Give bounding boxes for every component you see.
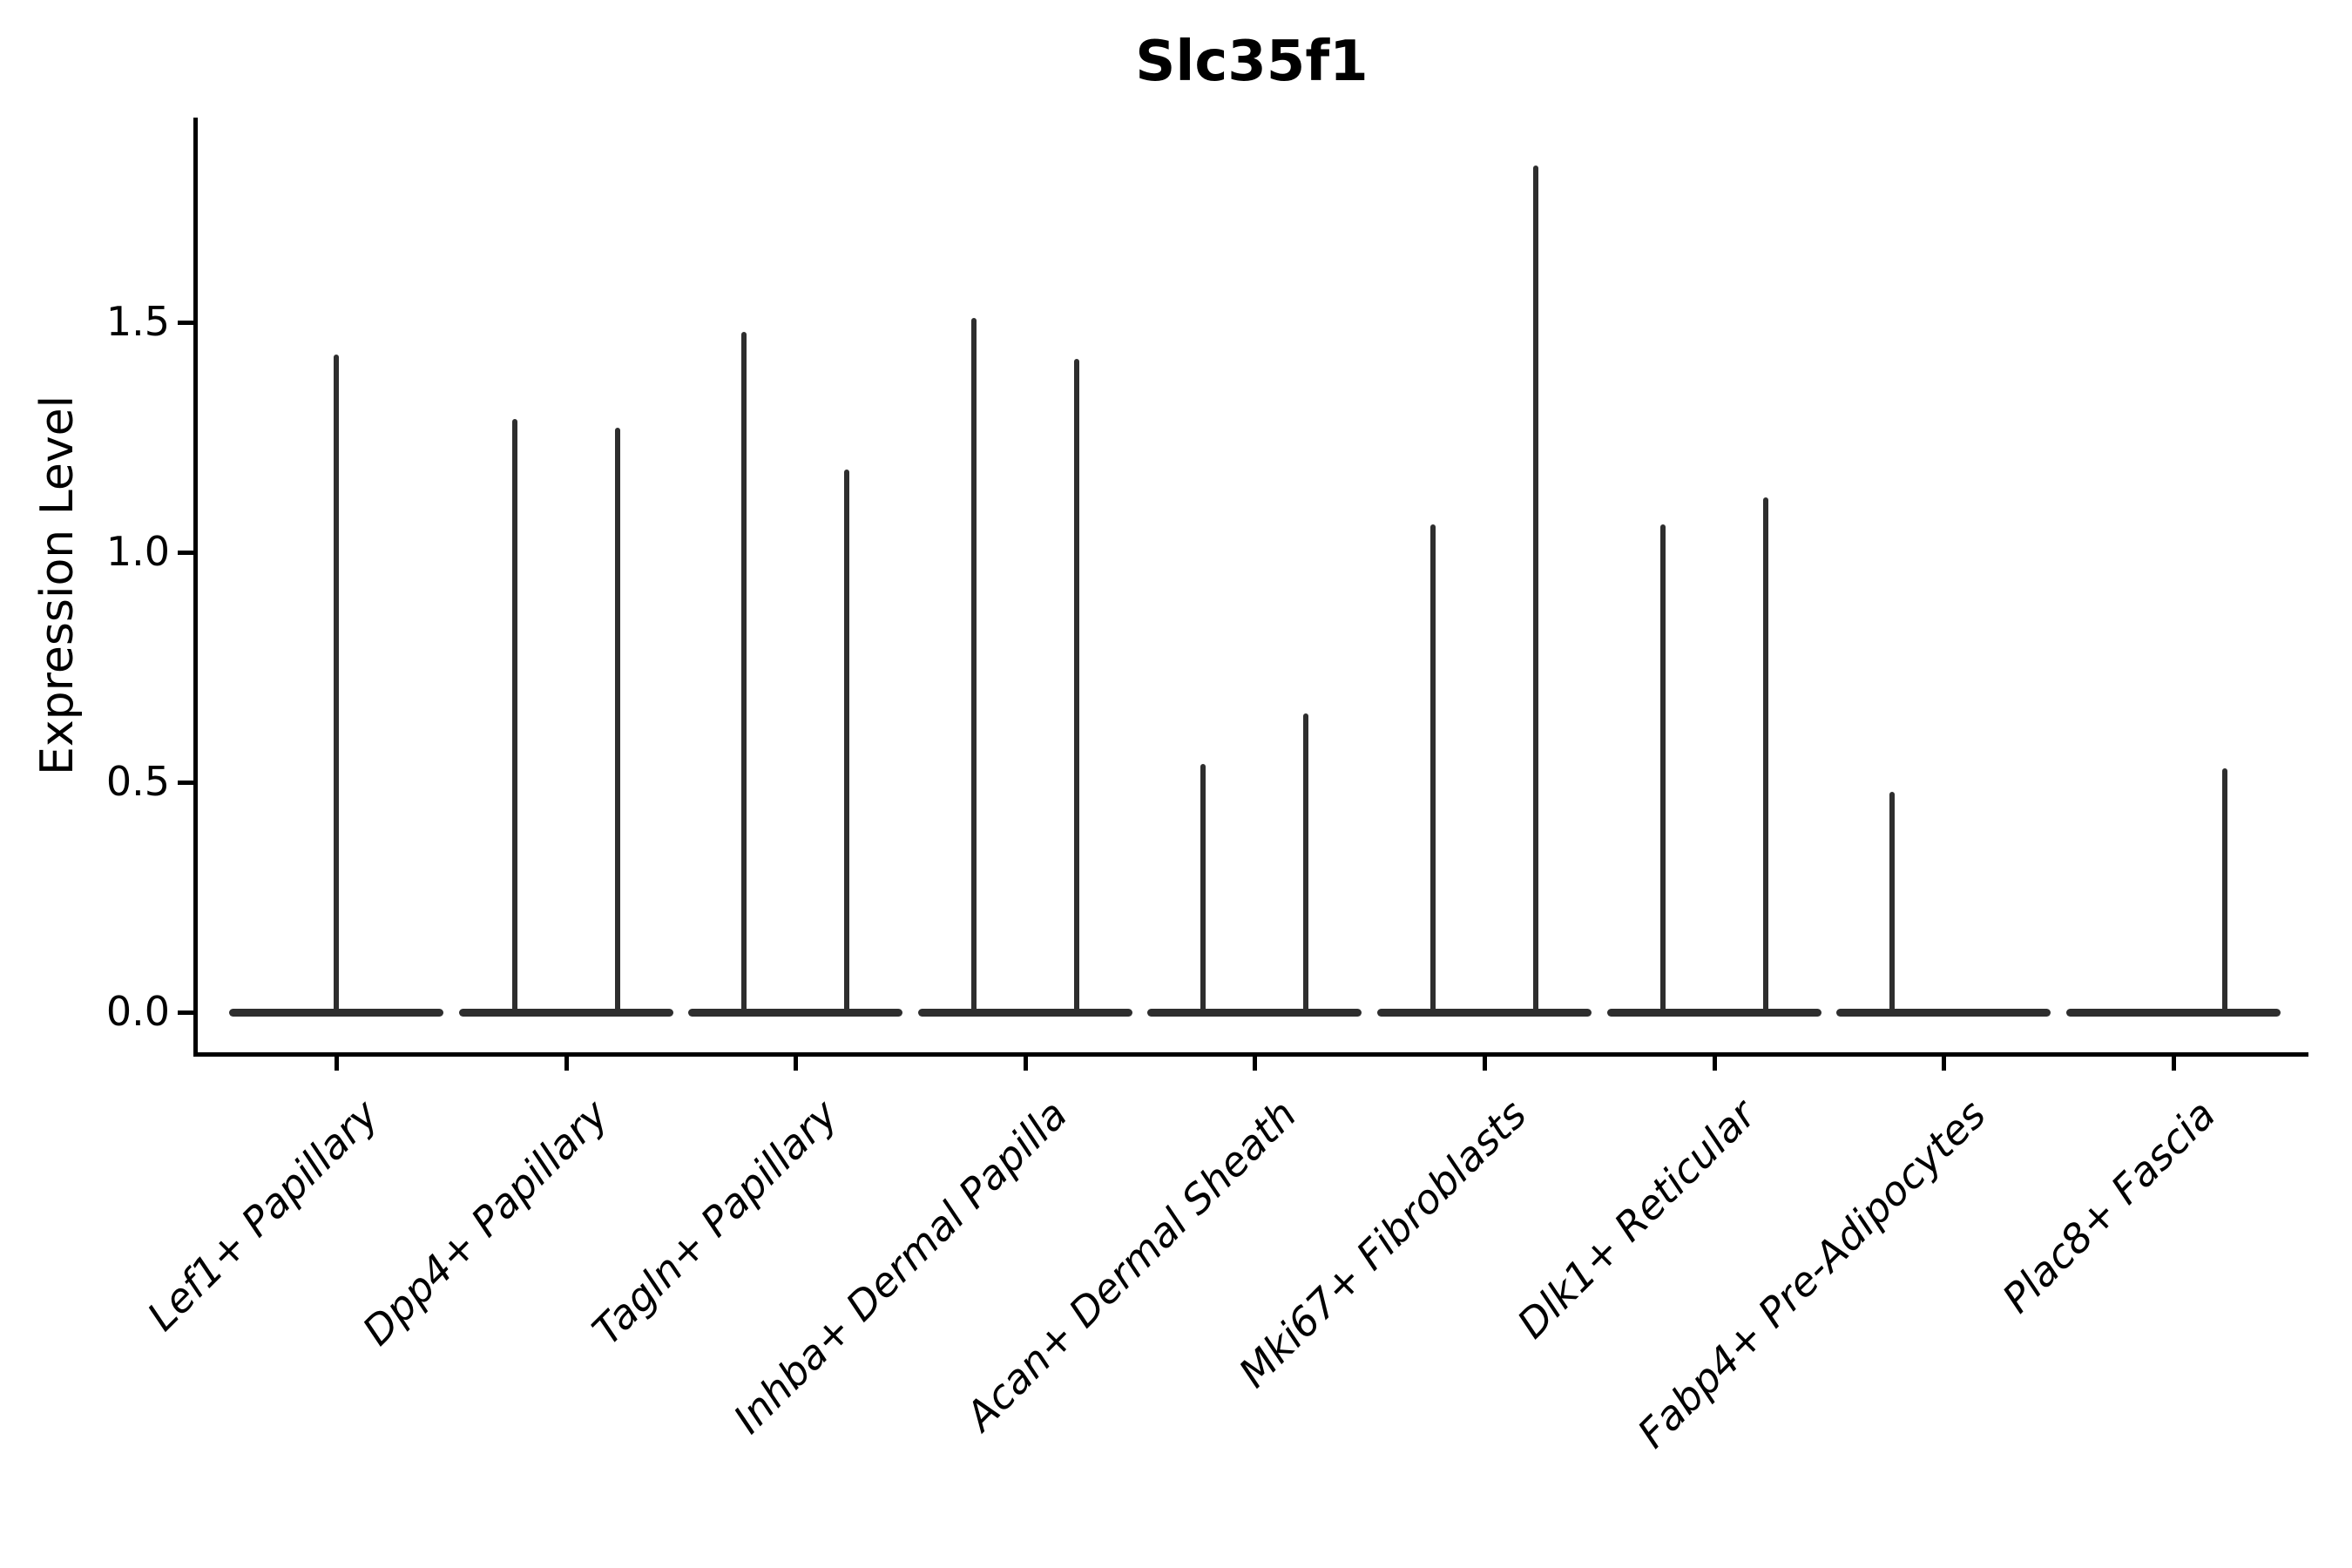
violin-baseline xyxy=(1606,1008,1821,1017)
violin-baseline xyxy=(688,1008,903,1017)
violin-spike xyxy=(1659,524,1666,1016)
y-tick-label: 1.5 xyxy=(105,297,170,345)
x-axis-label: Plac8+ Fascia xyxy=(1992,1091,2224,1322)
x-axis-label: Dpp4+ Papillary xyxy=(353,1091,617,1355)
violin-spike xyxy=(334,354,339,1016)
chart-title: Slc35f1 xyxy=(1135,30,1369,94)
violin-spike xyxy=(741,331,747,1016)
violin-baseline xyxy=(917,1008,1132,1017)
y-axis-spine xyxy=(193,118,198,1057)
violin-baseline xyxy=(458,1008,673,1017)
y-tick xyxy=(178,1010,193,1015)
violin-spike xyxy=(1200,763,1206,1016)
x-axis-label: Dlk1+ Reticular xyxy=(1508,1091,1765,1348)
x-tick xyxy=(1712,1057,1717,1071)
x-axis-spine xyxy=(193,1052,2308,1057)
x-tick xyxy=(1023,1057,1028,1071)
y-tick xyxy=(178,321,193,325)
y-tick xyxy=(178,781,193,785)
violin-baseline xyxy=(1836,1008,2051,1017)
y-axis-title: Expression Level xyxy=(31,395,84,776)
y-tick xyxy=(178,551,193,555)
violin-baseline xyxy=(2065,1008,2281,1017)
x-tick xyxy=(2171,1057,2176,1071)
violin-spike xyxy=(1533,166,1538,1016)
y-tick-label: 0.0 xyxy=(105,987,170,1035)
violin-spike xyxy=(1430,524,1436,1016)
violin-spike xyxy=(1762,497,1768,1016)
violin-spike xyxy=(970,317,977,1016)
x-tick xyxy=(1483,1057,1487,1071)
x-tick xyxy=(335,1057,339,1071)
y-tick-label: 0.5 xyxy=(105,757,170,805)
x-axis-label: Tagln+ Papillary xyxy=(583,1091,847,1355)
violin-spike xyxy=(2221,768,2227,1016)
violin-spike xyxy=(511,418,517,1016)
violin-baseline xyxy=(1147,1008,1362,1017)
x-tick xyxy=(794,1057,799,1071)
y-tick-label: 1.0 xyxy=(105,527,170,575)
violin-spike xyxy=(614,428,620,1016)
violin-spike xyxy=(1073,359,1079,1016)
violin-spike xyxy=(1889,791,1896,1016)
x-tick xyxy=(1253,1057,1258,1071)
x-axis-label: Lef1+ Papillary xyxy=(138,1091,388,1340)
violin-spike xyxy=(844,469,850,1016)
x-tick xyxy=(564,1057,569,1071)
x-tick xyxy=(1942,1057,1947,1071)
violin-baseline xyxy=(1377,1008,1592,1017)
violin-spike xyxy=(1303,713,1309,1016)
